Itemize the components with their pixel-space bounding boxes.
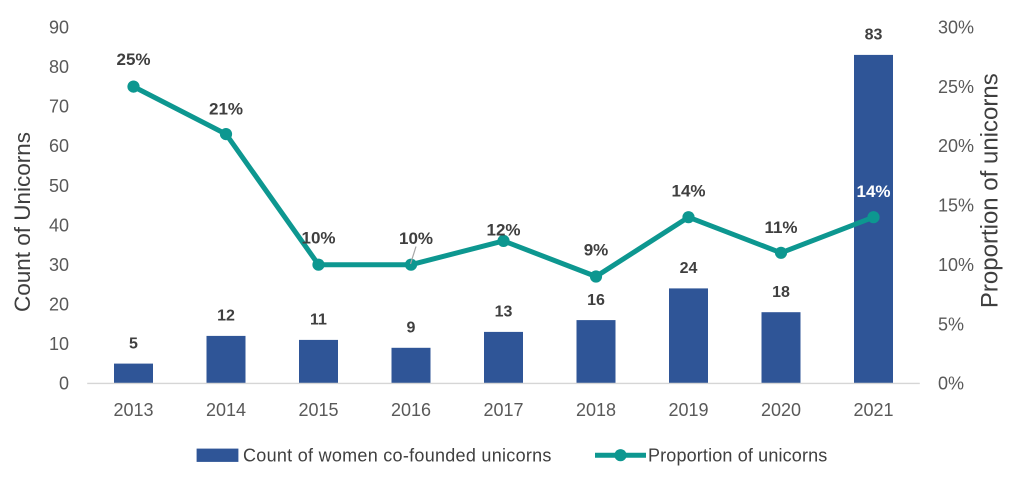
svg-text:Count of women co-founded unic: Count of women co-founded unicorns: [243, 445, 552, 465]
svg-text:12%: 12%: [486, 221, 520, 240]
svg-text:20: 20: [49, 295, 69, 315]
svg-text:13: 13: [495, 304, 513, 321]
svg-text:10%: 10%: [938, 255, 974, 275]
svg-text:9%: 9%: [584, 241, 609, 260]
svg-text:10: 10: [49, 334, 69, 354]
svg-text:70: 70: [49, 97, 69, 117]
svg-text:60: 60: [49, 136, 69, 156]
svg-text:Proportion of unicorns: Proportion of unicorns: [977, 73, 1004, 308]
svg-text:30: 30: [49, 255, 69, 275]
svg-text:25%: 25%: [938, 77, 974, 97]
svg-text:50: 50: [49, 176, 69, 196]
svg-text:11%: 11%: [764, 218, 797, 237]
svg-text:12: 12: [217, 308, 235, 325]
svg-text:11: 11: [310, 312, 327, 329]
svg-text:14%: 14%: [856, 182, 890, 201]
svg-text:90: 90: [49, 18, 69, 38]
svg-text:2014: 2014: [206, 400, 246, 420]
svg-text:25%: 25%: [116, 50, 150, 69]
svg-text:9: 9: [407, 320, 416, 337]
svg-text:2020: 2020: [761, 400, 801, 420]
svg-text:0: 0: [59, 374, 69, 394]
svg-text:21%: 21%: [209, 100, 243, 119]
svg-text:2015: 2015: [298, 400, 338, 420]
svg-text:15%: 15%: [938, 196, 974, 216]
svg-text:10%: 10%: [301, 228, 335, 247]
svg-text:30%: 30%: [938, 18, 974, 38]
svg-text:5%: 5%: [938, 314, 964, 334]
svg-text:2021: 2021: [853, 400, 893, 420]
svg-text:24: 24: [680, 260, 698, 277]
svg-text:20%: 20%: [938, 136, 974, 156]
svg-text:5: 5: [129, 335, 138, 352]
svg-text:83: 83: [865, 27, 883, 44]
svg-text:0%: 0%: [938, 374, 964, 394]
svg-text:18: 18: [772, 284, 790, 301]
svg-text:2019: 2019: [668, 400, 708, 420]
svg-text:Proportion of unicorns: Proportion of unicorns: [648, 445, 827, 465]
svg-text:2018: 2018: [576, 400, 616, 420]
svg-text:2016: 2016: [391, 400, 431, 420]
svg-text:2017: 2017: [483, 400, 523, 420]
svg-text:80: 80: [49, 57, 69, 77]
svg-text:40: 40: [49, 215, 69, 235]
svg-text:14%: 14%: [671, 182, 705, 201]
svg-text:2013: 2013: [113, 400, 153, 420]
svg-text:Count of Unicorns: Count of Unicorns: [10, 132, 35, 312]
svg-text:10%: 10%: [399, 229, 433, 248]
svg-text:16: 16: [587, 292, 605, 309]
